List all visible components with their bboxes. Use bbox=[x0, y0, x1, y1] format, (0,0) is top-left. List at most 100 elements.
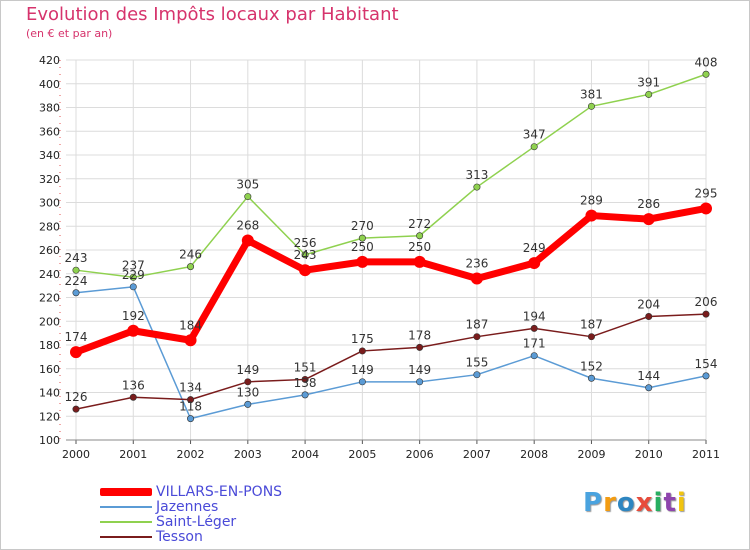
y-tick-label: 100 bbox=[39, 434, 60, 447]
logo-letter: t bbox=[663, 488, 677, 518]
data-point bbox=[413, 255, 426, 268]
legend-label: Saint-Léger bbox=[156, 514, 237, 530]
data-point bbox=[72, 266, 80, 274]
proxiti-logo[interactable]: Proxiti bbox=[583, 488, 687, 518]
data-label: 243 bbox=[294, 248, 317, 262]
x-tick-label: 2004 bbox=[291, 448, 319, 461]
y-tick-label: 340 bbox=[39, 149, 60, 162]
data-point bbox=[299, 264, 312, 277]
data-point bbox=[301, 375, 309, 383]
data-label: 289 bbox=[580, 194, 603, 208]
data-point bbox=[702, 372, 710, 380]
data-label: 187 bbox=[580, 318, 603, 332]
data-point bbox=[645, 384, 653, 392]
data-point bbox=[184, 334, 197, 347]
y-tick-label: 420 bbox=[39, 54, 60, 67]
data-label: 295 bbox=[695, 186, 718, 200]
x-tick-label: 2000 bbox=[62, 448, 90, 461]
data-label: 381 bbox=[580, 87, 603, 101]
data-label: 175 bbox=[351, 332, 374, 346]
data-point bbox=[241, 234, 254, 247]
y-tick-label: 280 bbox=[39, 220, 60, 233]
data-point bbox=[301, 391, 309, 399]
x-tick-label: 2006 bbox=[406, 448, 434, 461]
data-point bbox=[585, 209, 598, 222]
series-line-jazennes bbox=[75, 286, 707, 420]
data-point bbox=[470, 272, 483, 285]
data-label: 272 bbox=[408, 217, 431, 231]
data-label: 313 bbox=[465, 168, 488, 182]
data-label: 155 bbox=[465, 356, 488, 370]
y-tick-label: 140 bbox=[39, 387, 60, 400]
data-point bbox=[72, 289, 80, 297]
data-label: 151 bbox=[294, 360, 317, 374]
data-point bbox=[416, 232, 424, 240]
x-tick-label: 2010 bbox=[635, 448, 663, 461]
logo-letter: i bbox=[676, 488, 687, 518]
data-label: 250 bbox=[408, 240, 431, 254]
chart-subtitle: (en € et par an) bbox=[26, 27, 113, 40]
data-point bbox=[301, 251, 309, 259]
x-tick-label: 2003 bbox=[234, 448, 262, 461]
data-point bbox=[244, 400, 252, 408]
data-point bbox=[528, 257, 541, 270]
data-point bbox=[358, 234, 366, 242]
x-tick-label: 2009 bbox=[577, 448, 605, 461]
y-tick-label: 180 bbox=[39, 339, 60, 352]
data-point bbox=[129, 393, 137, 401]
data-point bbox=[702, 310, 710, 318]
data-label-layer: 174 192 184 268 243 250 250 236 249 289 286 295 224 2… bbox=[65, 55, 718, 413]
x-tick-label: 2011 bbox=[692, 448, 720, 461]
data-point bbox=[70, 346, 82, 359]
data-label: 194 bbox=[523, 309, 546, 323]
data-point bbox=[702, 70, 710, 78]
data-point bbox=[72, 405, 80, 413]
data-point bbox=[129, 273, 137, 281]
y-tick-label: 240 bbox=[39, 268, 60, 281]
x-tick-label: 2001 bbox=[119, 448, 147, 461]
data-point bbox=[358, 347, 366, 355]
x-tick-label: 2007 bbox=[463, 448, 491, 461]
data-point bbox=[244, 193, 252, 201]
y-tick-label: 380 bbox=[39, 102, 60, 115]
logo-letter: i bbox=[653, 488, 664, 518]
data-label: 134 bbox=[179, 381, 202, 395]
y-tick-label: 200 bbox=[39, 315, 60, 328]
data-label: 206 bbox=[695, 295, 718, 309]
legend-label: Tesson bbox=[156, 529, 203, 545]
x-tick-label: 2005 bbox=[348, 448, 376, 461]
data-label: 178 bbox=[408, 328, 431, 342]
data-label: 391 bbox=[637, 75, 660, 89]
data-point bbox=[416, 378, 424, 386]
data-point bbox=[358, 378, 366, 386]
legend-label: Jazennes bbox=[156, 499, 219, 515]
data-label: 236 bbox=[465, 257, 488, 271]
data-label: 149 bbox=[408, 363, 431, 377]
data-label: 174 bbox=[65, 330, 88, 344]
chart-title: Evolution des Impôts locaux par Habitant bbox=[26, 4, 399, 25]
data-label: 138 bbox=[294, 376, 317, 390]
grid-layer bbox=[66, 59, 707, 441]
data-point bbox=[129, 283, 137, 291]
data-point bbox=[587, 374, 595, 382]
data-label: 118 bbox=[179, 400, 202, 414]
data-point bbox=[473, 371, 481, 379]
data-label: 184 bbox=[179, 318, 202, 332]
y-tick-label: 120 bbox=[39, 410, 60, 423]
data-label: 154 bbox=[695, 357, 718, 371]
logo-letter: x bbox=[635, 488, 654, 518]
data-label: 268 bbox=[236, 219, 259, 233]
data-label: 149 bbox=[236, 363, 259, 377]
series-layer bbox=[70, 70, 712, 423]
data-point bbox=[530, 352, 538, 360]
data-point bbox=[356, 255, 369, 268]
y-tick-label: 260 bbox=[39, 244, 60, 257]
data-point bbox=[187, 263, 195, 271]
data-point bbox=[645, 90, 653, 98]
legend-swatch-villars-en-pons bbox=[100, 488, 152, 496]
data-label: 130 bbox=[236, 385, 259, 399]
data-point bbox=[587, 102, 595, 110]
data-point bbox=[645, 312, 653, 320]
data-point bbox=[642, 213, 655, 226]
